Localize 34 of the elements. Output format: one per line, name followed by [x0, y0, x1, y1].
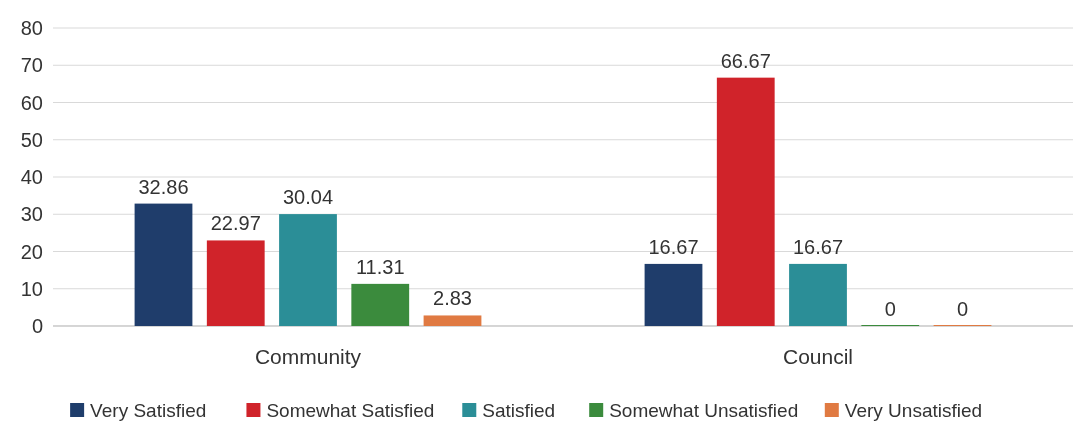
data-label: 0 [884, 298, 896, 320]
legend-label: Very Unsatisfied [844, 400, 983, 421]
bar [789, 263, 847, 326]
bar [644, 263, 703, 326]
data-label: 16.67 [792, 235, 844, 258]
y-tick-label: 40 [20, 166, 43, 188]
data-label: 11.31 [355, 255, 405, 278]
y-tick-label: 20 [20, 240, 43, 263]
x-tick-label: Community [254, 345, 362, 368]
data-label: 22.97 [210, 212, 261, 235]
y-tick-label: 30 [20, 203, 43, 226]
bar [716, 77, 775, 326]
y-tick-label: 0 [31, 315, 43, 337]
y-tick-label: 80 [20, 17, 43, 39]
data-label: 16.67 [648, 235, 699, 258]
bar [423, 315, 482, 326]
data-label: 32.86 [138, 175, 189, 198]
data-label: 2.83 [433, 287, 472, 310]
y-tick-label: 10 [20, 277, 43, 300]
y-tick-label: 70 [20, 54, 43, 77]
bar [351, 283, 410, 326]
y-tick-label: 50 [20, 128, 43, 151]
legend-label: Very Satisfied [90, 400, 207, 421]
legend-label: Satisfied [482, 400, 556, 421]
data-label: 66.67 [720, 49, 771, 72]
data-label: 30.04 [282, 186, 334, 209]
bar [134, 203, 193, 326]
bar [279, 214, 337, 326]
legend-label: Somewhat Unsatisfied [609, 400, 799, 421]
bar [206, 240, 265, 326]
y-tick-label: 60 [20, 91, 43, 114]
x-tick-label: Council [782, 345, 854, 368]
legend-label: Somewhat Satisfied [266, 400, 435, 421]
data-label: 0 [956, 298, 969, 320]
